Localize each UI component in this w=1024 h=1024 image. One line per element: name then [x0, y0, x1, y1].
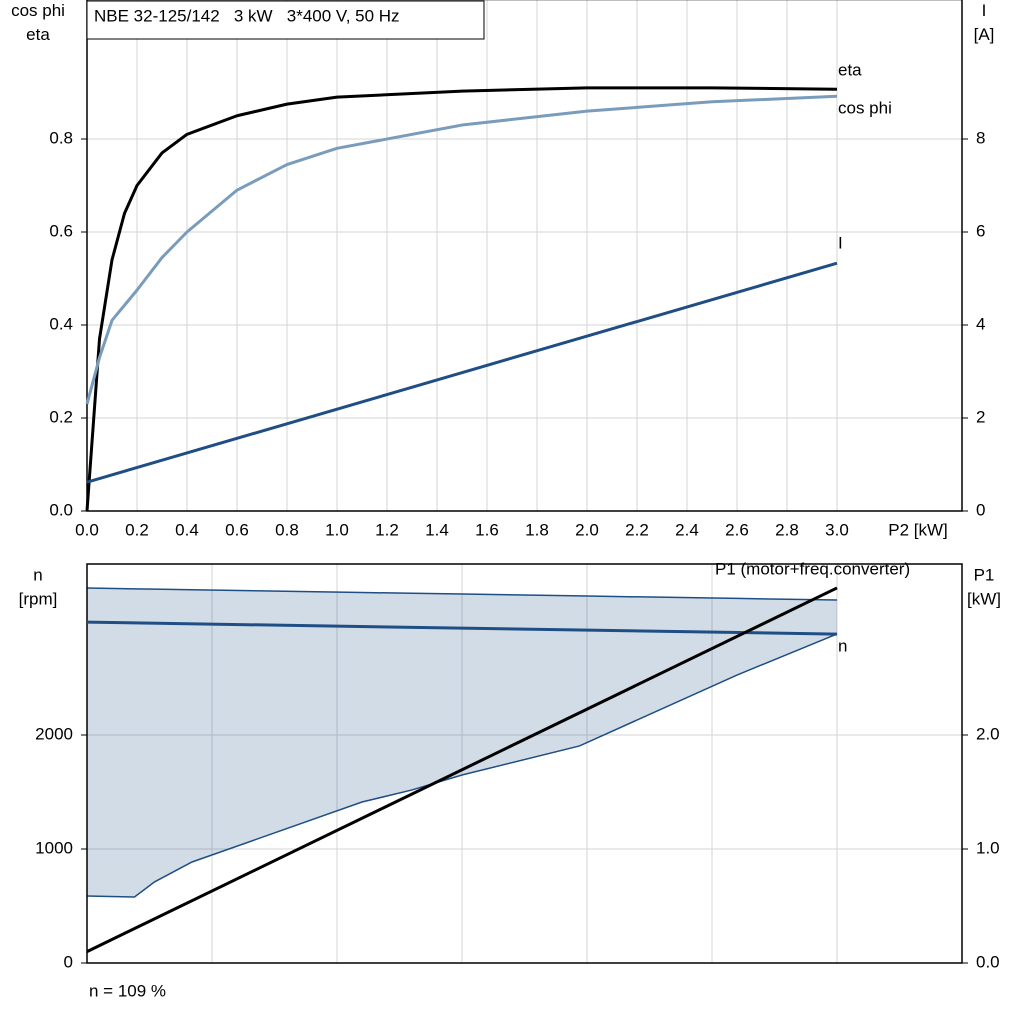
y-tick-label: 0	[64, 952, 73, 971]
plot-frame	[86, 0, 963, 512]
x-tick-label: 1.0	[325, 520, 349, 539]
y-tick-label: 0.0	[49, 500, 73, 519]
x-tick-label: 1.2	[375, 520, 399, 539]
x-tick-label: 2.6	[725, 520, 749, 539]
series-line	[86, 620, 838, 636]
x-tick-label: 2.4	[675, 520, 699, 539]
x-tick-label: 3.0	[825, 520, 849, 539]
x-axis-label: P2 [kW]	[888, 520, 948, 539]
title-box	[86, 0, 485, 40]
chart-title: NBE 32-125/142 3 kW 3*400 V, 50 Hz	[94, 6, 400, 25]
x-tick-label: 2.0	[575, 520, 599, 539]
y2-tick-label: 4	[976, 314, 985, 333]
y2-axis-label: [kW]	[967, 589, 1001, 608]
y2-tick-label: 6	[976, 221, 985, 240]
y2-axis-label: I	[982, 1, 987, 20]
x-tick-label: 0.6	[225, 520, 249, 539]
y2-tick-label: 1.0	[976, 838, 1000, 857]
y-tick-label: 1000	[35, 838, 73, 857]
y2-tick-label: 0.0	[976, 952, 1000, 971]
series-label: P1 (motor+freq.converter)	[715, 559, 910, 578]
series-label: eta	[838, 60, 862, 79]
y-tick-label: 0.4	[49, 314, 73, 333]
y-tick-label: 2000	[35, 724, 73, 743]
x-tick-label: 0.2	[125, 520, 149, 539]
y-tick-label: 0.2	[49, 407, 73, 426]
y2-tick-label: 8	[976, 128, 985, 147]
series-line	[86, 586, 838, 953]
y-tick-label: 0.8	[49, 128, 73, 147]
series-label: n	[838, 636, 847, 655]
x-tick-label: 2.2	[625, 520, 649, 539]
x-tick-label: 0.0	[75, 520, 99, 539]
note: n = 109 %	[89, 981, 166, 1000]
x-tick-label: 2.8	[775, 520, 799, 539]
y-axis-label: [rpm]	[19, 589, 58, 608]
series-line	[86, 261, 838, 484]
speed-range-upper	[86, 587, 838, 601]
series-line	[85, 94, 838, 405]
x-tick-label: 0.4	[175, 520, 199, 539]
y2-tick-label: 0	[976, 500, 985, 519]
y-tick-label: 0.6	[49, 221, 73, 240]
y2-tick-label: 2.0	[976, 724, 1000, 743]
plot-frame	[86, 563, 963, 964]
x-tick-label: 0.8	[275, 520, 299, 539]
speed-range-lower	[86, 633, 838, 898]
y-axis-label: eta	[26, 25, 50, 44]
y-axis-label: cos phi	[11, 1, 65, 20]
y2-axis-label: P1	[974, 565, 995, 584]
y-axis-label: n	[33, 565, 42, 584]
series-label: cos phi	[838, 98, 892, 117]
y2-axis-label: [A]	[974, 25, 995, 44]
y2-tick-label: 2	[976, 407, 985, 426]
x-tick-label: 1.4	[425, 520, 449, 539]
series-label: I	[838, 233, 843, 252]
series-line	[85, 86, 838, 512]
x-tick-label: 1.8	[525, 520, 549, 539]
x-tick-label: 1.6	[475, 520, 499, 539]
speed-range-area	[87, 588, 837, 897]
